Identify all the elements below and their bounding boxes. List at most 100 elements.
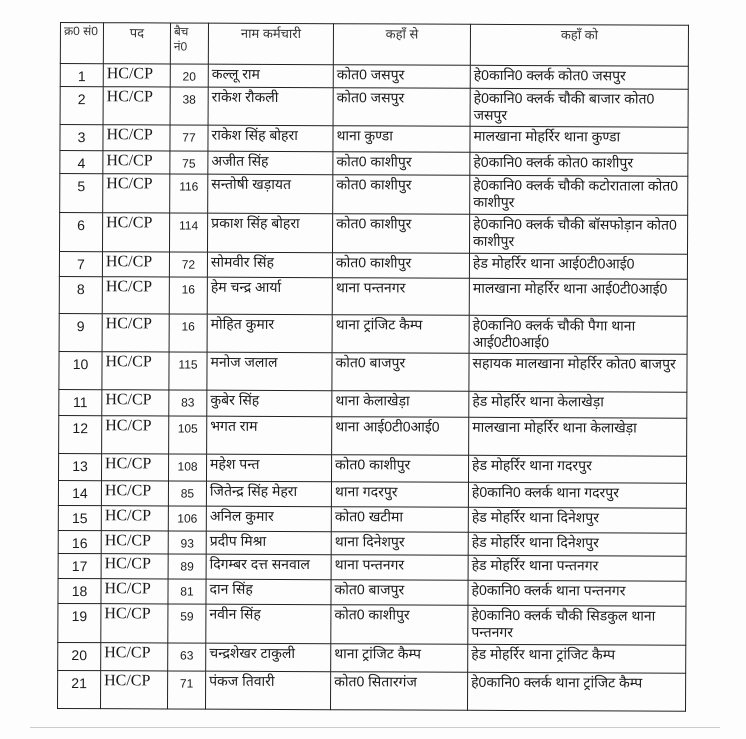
- from-cell: थाना पन्तनगर: [331, 554, 469, 581]
- employee-name-cell: दान सिंह: [205, 579, 332, 605]
- belt-no-cell: 38: [170, 86, 209, 126]
- from-cell: कोत0 खटीमा: [331, 506, 469, 533]
- from-cell: कोत0 जसपुर: [333, 87, 471, 127]
- to-cell: हेड मोहर्रिर थाना आई0टी0आई0: [469, 253, 688, 280]
- table-row: 9 HC/CP 16 मोहित कुमार थाना ट्रांजिट कैम्प हे…: [59, 313, 688, 355]
- belt-no-cell: 85: [168, 480, 207, 507]
- to-cell: हे0कानि0 क्लर्क थाना पन्तनगर: [467, 580, 687, 607]
- post-cell: HC/CP: [101, 480, 169, 506]
- employee-name-cell: पंकज तिवारी: [205, 671, 331, 710]
- serial-no-cell: 21: [57, 670, 101, 709]
- belt-no-cell: 59: [167, 603, 206, 644]
- post-cell: HC/CP: [101, 505, 169, 531]
- post-cell: HC/CP: [102, 124, 171, 151]
- belt-no-cell: 93: [168, 530, 207, 555]
- post-cell: HC/CP: [102, 313, 170, 352]
- post-cell: HC/CP: [101, 453, 169, 481]
- belt-no-cell: 105: [168, 415, 207, 455]
- table-row: 21 HC/CP 71 पंकज तिवारी कोत0 सितारगंज हे0कानि…: [57, 670, 686, 712]
- from-cell: कोत0 काशीपुर: [331, 454, 469, 483]
- serial-no-cell: 11: [58, 389, 102, 416]
- employee-name-cell: जितेन्द्र सिंह मेहरा: [206, 481, 332, 507]
- belt-no-cell: 114: [169, 212, 208, 253]
- table-row: 14 HC/CP 85 जितेन्द्र सिंह मेहरा थाना गदरपुर…: [58, 480, 687, 509]
- from-cell: थाना दिनेशपुर: [331, 531, 469, 556]
- employee-name-cell: सोमवीर सिंह: [207, 252, 333, 278]
- belt-no-cell: 16: [169, 313, 208, 353]
- table-row: 6 HC/CP 114 प्रकाश सिंह बोहरा कोत0 काशीपुर हे…: [59, 212, 688, 255]
- post-cell: HC/CP: [102, 212, 170, 252]
- serial-no-cell: 4: [59, 150, 103, 174]
- to-cell: हे0कानि0 क्लर्क थाना गदरपुर: [468, 482, 687, 509]
- to-cell: मालखाना मोहर्रिर थाना केलाखेड़ा: [468, 417, 687, 457]
- header-serial-no: क्र0 सं0: [60, 22, 104, 64]
- post-cell: HC/CP: [100, 603, 168, 643]
- serial-no-cell: 9: [59, 313, 103, 352]
- to-cell: हे0कानि0 क्लर्क चौकी पैगा थाना आई0टी0आई0: [469, 315, 688, 355]
- table-row: 17 HC/CP 89 दिगम्बर दत्त सनवाल थाना पन्तनगर ह…: [58, 553, 687, 582]
- serial-no-cell: 3: [59, 124, 104, 151]
- serial-no-cell: 14: [58, 480, 102, 506]
- from-cell: थाना पन्तनगर: [332, 277, 470, 316]
- employee-name-cell: अजीत सिंह: [207, 151, 333, 175]
- employee-name-cell: राकेश सिंह बोहरा: [207, 125, 334, 152]
- post-cell: HC/CP: [100, 578, 169, 604]
- table-row: 13 HC/CP 108 महेश पन्त कोत0 काशीपुर हेड मोहर्…: [58, 453, 687, 484]
- to-cell: हेड मोहर्रिर थाना ट्रांजिट कैम्प: [467, 644, 686, 674]
- from-cell: थाना केलाखेड़ा: [331, 390, 469, 418]
- table-row: 20 HC/CP 63 चन्द्रशेखर टाकुली थाना ट्रांजिट …: [57, 642, 686, 674]
- employee-name-cell: राकेश रौकली: [208, 87, 334, 126]
- from-cell: थाना गदरपुर: [331, 481, 469, 508]
- table-row: 16 HC/CP 93 प्रदीप मिश्रा थाना दिनेशपुर हेड म…: [58, 530, 687, 557]
- table-row: 8 HC/CP 16 हेम चन्द्र आर्या थाना पन्तनगर मालख…: [59, 276, 688, 317]
- post-cell: HC/CP: [102, 150, 170, 174]
- post-cell: HC/CP: [100, 670, 168, 709]
- header-employee-name: नाम कर्मचारी: [208, 23, 334, 65]
- post-cell: HC/CP: [103, 63, 171, 87]
- from-cell: थाना कुण्डा: [332, 125, 471, 153]
- belt-no-cell: 89: [168, 553, 207, 580]
- table-row: 15 HC/CP 106 अनिल कुमार कोत0 खटीमा हेड मोहर्र…: [58, 505, 687, 534]
- post-cell: HC/CP: [101, 389, 169, 416]
- employee-name-cell: प्रदीप मिश्रा: [206, 531, 332, 555]
- header-belt-no: बैच नं0: [170, 22, 209, 65]
- serial-no-cell: 1: [60, 63, 104, 87]
- employee-name-cell: हेम चन्द्र आर्या: [207, 277, 333, 315]
- from-cell: कोत0 सितारगंज: [330, 671, 468, 711]
- post-cell: HC/CP: [102, 251, 170, 277]
- belt-no-cell: 83: [168, 389, 207, 417]
- transfer-table: क्र0 सं0 पद बैच नं0 नाम कर्मचारी कहाँ से…: [57, 22, 689, 712]
- belt-no-cell: 108: [168, 453, 207, 482]
- employee-name-cell: दिगम्बर दत्त सनवाल: [206, 554, 332, 580]
- header-post: पद: [103, 22, 171, 64]
- post-cell: HC/CP: [101, 351, 170, 390]
- belt-no-cell: 115: [168, 351, 208, 391]
- table-row: 11 HC/CP 83 कुबेर सिंह थाना केलाखेड़ा हेड मोह…: [58, 389, 687, 419]
- employee-name-cell: कुबेर सिंह: [206, 390, 332, 417]
- from-cell: कोत0 काशीपुर: [332, 151, 470, 176]
- from-cell: थाना आई0टी0आई0: [331, 416, 469, 456]
- employee-name-cell: महेश पन्त: [206, 454, 332, 482]
- to-cell: हेड मोहर्रिर थाना दिनेशपुर: [468, 507, 687, 534]
- from-cell: कोत0 बाजपुर: [330, 579, 469, 606]
- employee-name-cell: चन्द्रशेखर टाकुली: [205, 643, 331, 672]
- employee-name-cell: मोहित कुमार: [207, 314, 333, 353]
- employee-name-cell: अनिल कुमार: [206, 506, 332, 532]
- post-cell: HC/CP: [100, 642, 168, 671]
- table-row: 18 HC/CP 81 दान सिंह कोत0 बाजपुर हे0कानि0 क्ल…: [57, 578, 687, 607]
- to-cell: मालखाना मोहर्रिर थाना कुण्डा: [469, 126, 689, 154]
- to-cell: हे0कानि0 क्लर्क चौकी बाजार कोत0 जसपुर: [470, 88, 689, 128]
- serial-no-cell: 17: [58, 553, 102, 579]
- table-header-row: क्र0 सं0 पद बैच नं0 नाम कर्मचारी कहाँ से…: [60, 22, 689, 67]
- belt-no-cell: 16: [169, 276, 208, 315]
- from-cell: कोत0 काशीपुर: [332, 252, 470, 279]
- serial-no-cell: 15: [58, 505, 102, 531]
- to-cell: मालखाना मोहर्रिर थाना आई0टी0आई0: [469, 278, 688, 317]
- serial-no-cell: 2: [60, 86, 104, 125]
- employee-name-cell: कल्लू राम: [208, 64, 334, 88]
- to-cell: हेड मोहर्रिर थाना पन्तनगर: [468, 555, 687, 582]
- employee-name-cell: प्रकाश सिंह बोहरा: [207, 213, 333, 253]
- belt-no-cell: 75: [169, 150, 208, 175]
- from-cell: कोत0 काशीपुर: [332, 174, 470, 215]
- from-cell: थाना ट्रांजिट कैम्प: [330, 643, 468, 673]
